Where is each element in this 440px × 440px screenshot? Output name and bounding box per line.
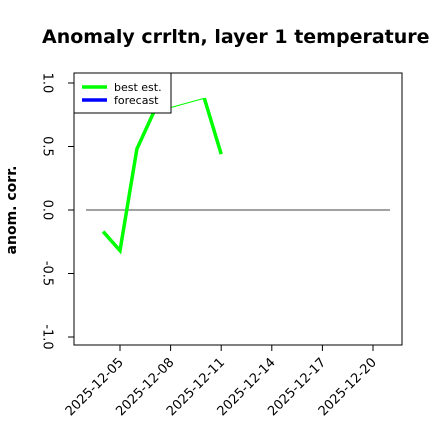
legend-label: best est.	[114, 81, 162, 94]
legend-box	[73, 72, 172, 114]
y-tick-label: 0.0	[40, 200, 55, 221]
y-tick-label: 0.5	[40, 136, 55, 157]
legend-label: forecast	[114, 94, 159, 107]
y-tick-label: -0.5	[40, 261, 55, 286]
plot-frame	[73, 72, 403, 346]
chart-title: Anomaly crrltn, layer 1 temperature	[42, 26, 430, 48]
y-tick-label: 1.0	[40, 73, 55, 94]
series-line-best-est	[101, 111, 156, 255]
y-tick-label: -1.0	[40, 324, 55, 349]
legend: best est.forecast	[73, 72, 172, 114]
x-axis: 2025-12-052025-12-082025-12-112025-12-14…	[63, 345, 380, 419]
y-axis: -1.0 -0.5 0.0 0.5 1.0	[40, 73, 74, 350]
series-line-best-est-b	[202, 97, 223, 155]
